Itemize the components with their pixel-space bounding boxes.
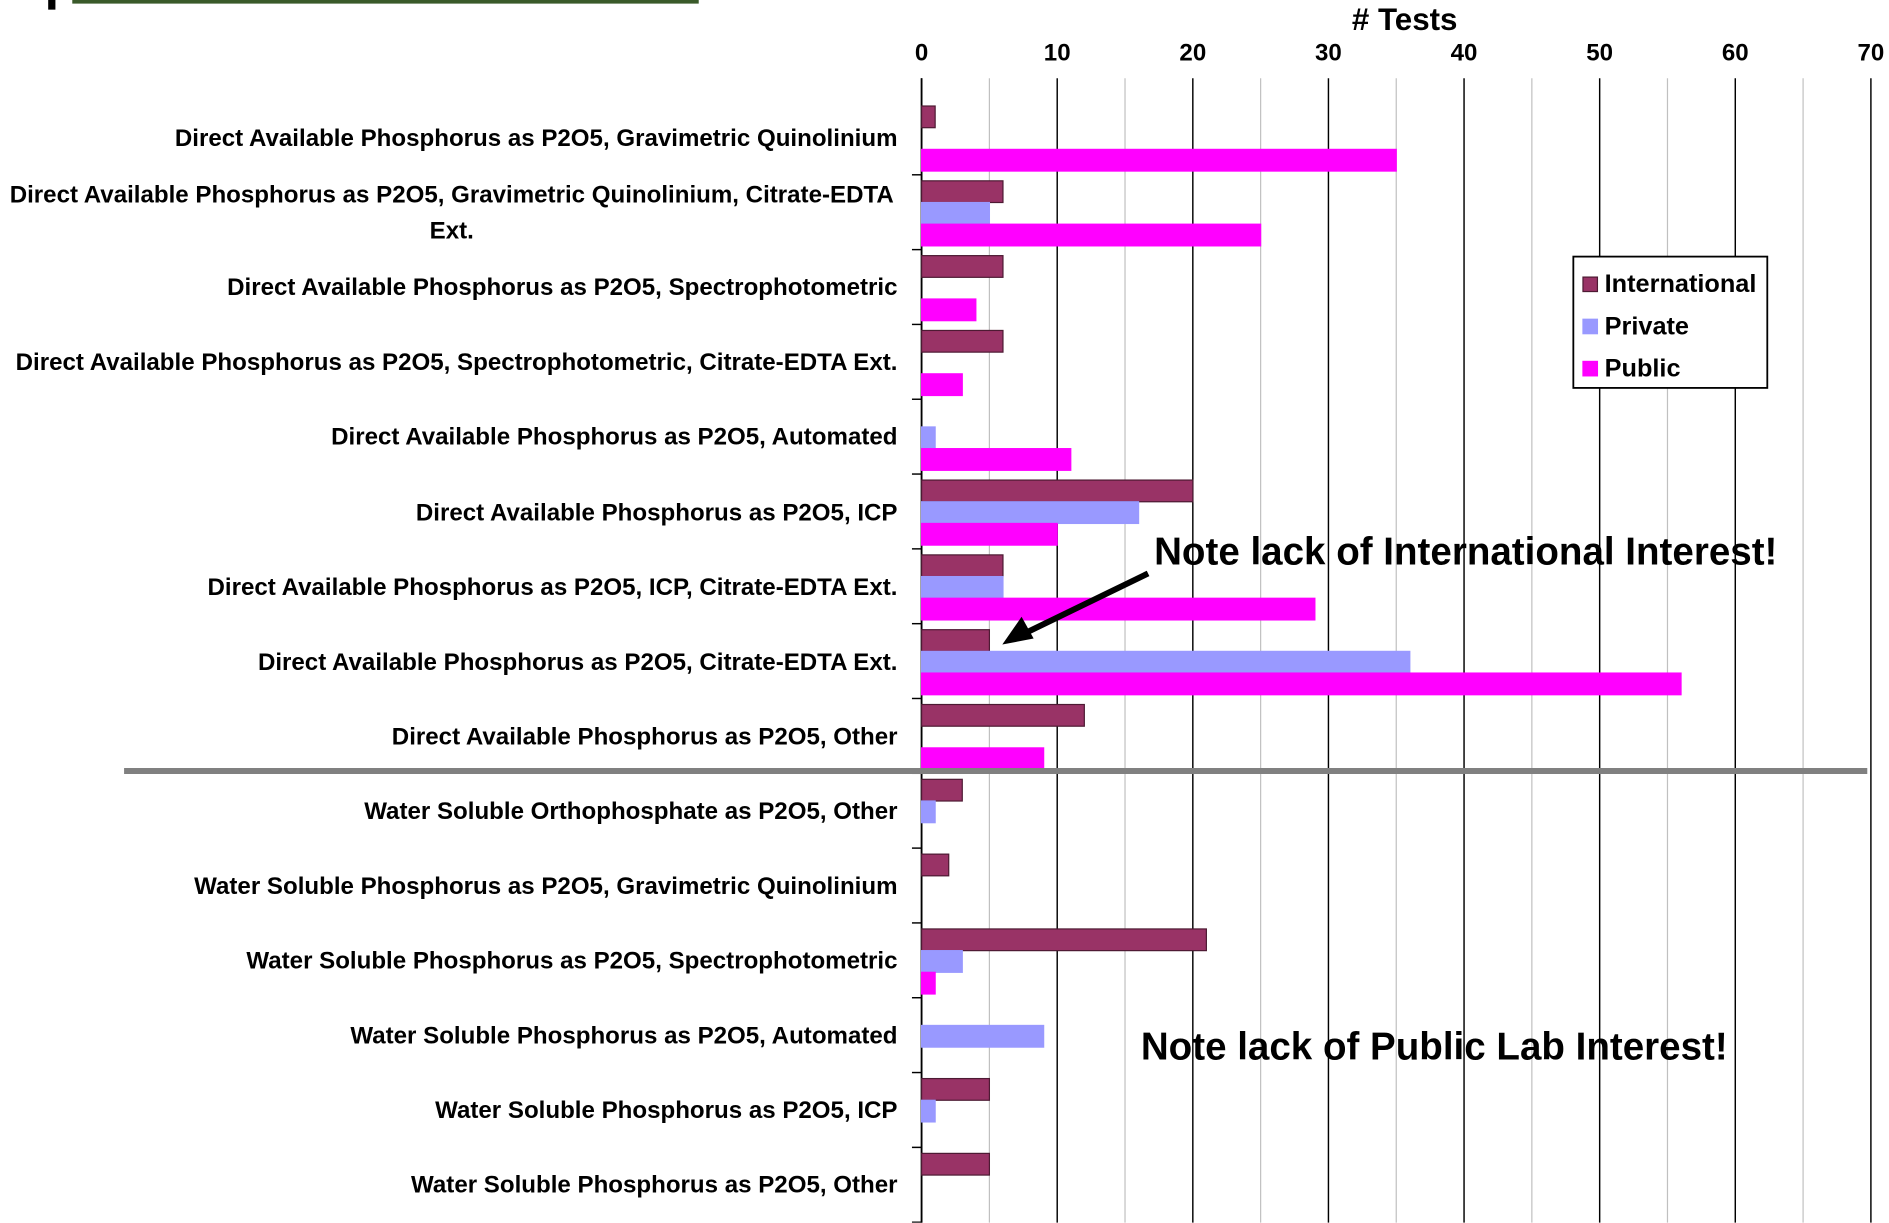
legend-swatch [1582, 360, 1599, 377]
y-tick-label: Water Soluble Orthophosphate as P2O5, Ot… [364, 798, 898, 826]
bar [920, 180, 1004, 204]
annotation: Note lack of International Interest! [1154, 530, 1777, 573]
y-tick-label: Direct Available Phosphorus as P2O5, Cit… [257, 648, 898, 676]
bar [920, 554, 1004, 578]
bar [920, 298, 977, 322]
bar [920, 448, 1072, 471]
y-tick-label: Water Soluble Phosphorus as P2O5, Automa… [350, 1023, 898, 1050]
arrow-shaft [1022, 570, 1150, 637]
legend-box [1572, 255, 1769, 389]
y-tick-label: Direct Available Phosphorus as P2O5, Gra… [174, 125, 898, 152]
bar [920, 971, 936, 995]
y-tick-label: Water Soluble Phosphorus as P2O5, Spectr… [246, 948, 898, 975]
x-tick-label: 0 [915, 40, 928, 67]
x-tick-label: 70 [1858, 40, 1885, 67]
bar [920, 1099, 936, 1123]
bar [920, 223, 1262, 247]
bar [920, 703, 1085, 727]
bar [920, 747, 1045, 771]
x-tick-label: 50 [1586, 40, 1613, 67]
bar [920, 629, 991, 652]
y-tick-label: Direct Available Phosphorus as P2O5, Oth… [391, 723, 898, 751]
bar [920, 426, 936, 450]
bar [920, 501, 1140, 525]
legend-label: Private [1605, 312, 1689, 340]
y-tick-label: Water Soluble Phosphorus as P2O5, ICP [435, 1097, 898, 1125]
bar [920, 1024, 1045, 1048]
legend-label: International [1605, 270, 1757, 298]
y-tick-label: Direct Available Phosphorus as P2O5, ICP… [207, 574, 898, 601]
axis-title: # Tests [1352, 2, 1458, 37]
legend-swatch [1582, 276, 1599, 293]
bar [920, 800, 936, 824]
bar [920, 479, 1194, 503]
x-tick-label: 20 [1179, 40, 1206, 67]
x-tick-label: 10 [1044, 40, 1071, 67]
y-tick-label: Water Soluble Phosphorus as P2O5, Other [411, 1172, 898, 1200]
y-tick-label: Direct Available Phosphorus as P2O5, Gra… [9, 182, 894, 245]
bar [920, 522, 1058, 546]
bar [920, 1152, 991, 1176]
bar [920, 853, 950, 877]
x-tick-label: 40 [1451, 40, 1478, 67]
bar [920, 575, 1004, 599]
y-tick-label: Water Soluble Phosphorus as P2O5, Gravim… [194, 873, 898, 900]
y-tick-label: Direct Available Phosphorus as P2O5, Aut… [331, 424, 898, 452]
annotation: Note lack of Public Lab Interest! [1141, 1025, 1728, 1068]
x-tick-label: 30 [1315, 40, 1342, 67]
y-tick-label: Direct Available Phosphorus as P2O5, Spe… [227, 274, 898, 302]
bar [920, 778, 963, 802]
legend-label: Public [1605, 355, 1681, 383]
bar [920, 148, 1397, 172]
bar [920, 255, 1004, 278]
x-tick-label: 60 [1722, 40, 1749, 67]
bar [920, 329, 1004, 353]
bar [920, 1077, 991, 1101]
arrow-head [1002, 616, 1034, 645]
y-tick-label: Direct Available Phosphorus as P2O5, Spe… [15, 349, 898, 377]
bar [920, 650, 1411, 674]
photo-fragment [72, 0, 699, 4]
bar [920, 672, 1682, 696]
legend-swatch [1582, 318, 1599, 335]
bar [920, 373, 963, 397]
bar [920, 928, 1207, 952]
bar [920, 950, 963, 973]
bar [920, 597, 1316, 621]
bar [920, 201, 991, 225]
fragment [48, 0, 56, 10]
y-tick-label: Direct Available Phosphorus as P2O5, ICP [415, 499, 898, 526]
bar [920, 105, 936, 129]
